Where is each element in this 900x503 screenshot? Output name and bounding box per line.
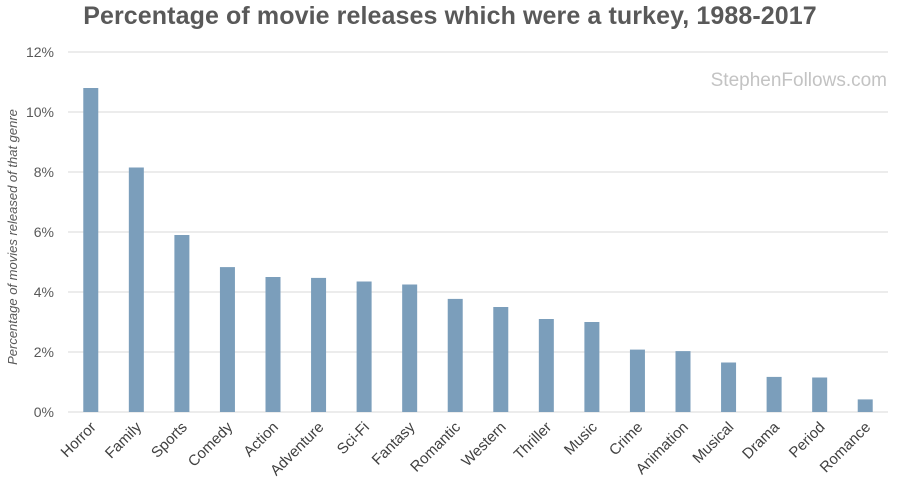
bar-thriller	[538, 319, 554, 412]
x-tick-label: Music	[561, 418, 601, 458]
bar-period	[812, 377, 828, 412]
bar-sci-fi	[356, 281, 372, 412]
y-tick-label: 2%	[34, 344, 54, 360]
bar-family	[128, 167, 144, 412]
bar-fantasy	[402, 284, 418, 412]
x-tick-label: Period	[786, 419, 829, 462]
bar-comedy	[219, 267, 235, 412]
bar-animation	[675, 351, 691, 412]
x-tick-label: Romantic	[407, 418, 464, 475]
chart-title: Percentage of movie releases which were …	[83, 2, 817, 30]
y-tick-label: 6%	[34, 224, 54, 240]
x-tick-label: Musical	[689, 419, 737, 467]
bar-horror	[83, 88, 99, 412]
bar-sports	[174, 235, 190, 412]
y-tick-label: 12%	[26, 44, 54, 60]
x-tick-label: Comedy	[185, 418, 237, 470]
y-tick-label: 8%	[34, 164, 54, 180]
bar-action	[265, 277, 281, 412]
x-tick-label: Sports	[148, 419, 191, 462]
x-tick-label: Western	[458, 419, 509, 470]
x-tick-label: Sci-Fi	[334, 419, 373, 458]
y-axis-ticks: 0% 2% 4% 6% 8% 10% 12%	[26, 44, 54, 420]
watermark: StephenFollows.com	[711, 70, 887, 91]
x-tick-label: Thriller	[511, 419, 555, 463]
x-tick-label: Crime	[606, 419, 646, 459]
bar-romantic	[447, 298, 463, 412]
x-tick-label: Romance	[817, 419, 874, 476]
bar-romance	[857, 399, 873, 412]
bar-adventure	[311, 277, 327, 412]
y-tick-label: 0%	[34, 404, 54, 420]
bar-drama	[766, 376, 782, 412]
bar-western	[493, 307, 509, 412]
x-tick-label: Family	[102, 418, 146, 462]
y-tick-label: 4%	[34, 284, 54, 300]
x-tick-label: Horror	[58, 419, 100, 461]
bar-crime	[629, 349, 645, 412]
bar-music	[584, 322, 600, 412]
gridlines	[68, 51, 888, 413]
x-tick-label: Action	[240, 419, 282, 461]
y-tick-label: 10%	[26, 104, 54, 120]
y-axis-label: Percentage of movies released of that ge…	[5, 109, 20, 365]
bar-musical	[721, 362, 737, 412]
bars	[83, 88, 873, 412]
x-tick-label: Drama	[739, 418, 783, 462]
